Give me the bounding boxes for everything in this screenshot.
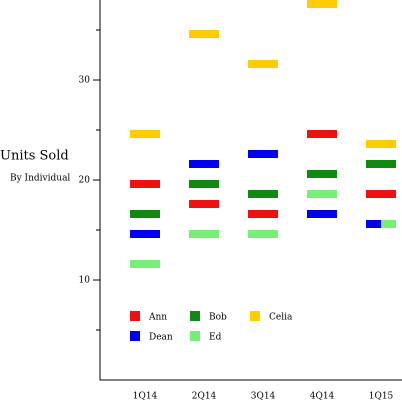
legend-swatch (190, 311, 200, 321)
legend-swatch (250, 311, 260, 321)
y-axis-label: Units Sold (0, 149, 69, 164)
legend-label: Bob (209, 313, 227, 323)
marker (189, 30, 219, 38)
marker (248, 60, 278, 68)
marker (130, 180, 160, 188)
marker (366, 190, 396, 198)
x-tick-label: 4Q14 (310, 392, 335, 402)
marker (189, 200, 219, 208)
marker (248, 150, 278, 158)
y-tick-label: 10 (79, 276, 91, 286)
marker (248, 230, 278, 238)
x-tick-label: 1Q15 (369, 392, 394, 402)
legend-label: Ed (209, 333, 222, 343)
marker (307, 0, 337, 8)
marker (366, 160, 396, 168)
y-tick-label: 30 (79, 76, 91, 86)
legend-label: Dean (149, 333, 173, 343)
marker (248, 210, 278, 218)
x-tick-label: 1Q14 (133, 392, 158, 402)
marker (307, 170, 337, 178)
x-tick-label: 3Q14 (251, 392, 276, 402)
marker (189, 180, 219, 188)
marker (189, 160, 219, 168)
marker (307, 130, 337, 138)
marker (381, 220, 396, 228)
legend-label: Ann (148, 313, 167, 323)
marker (130, 130, 160, 138)
marker (130, 260, 160, 268)
marker (307, 190, 337, 198)
y-tick-label: 20 (79, 176, 91, 186)
legend-swatch (130, 331, 140, 341)
marker (189, 230, 219, 238)
marker (366, 140, 396, 148)
marker (366, 220, 381, 228)
marker (307, 210, 337, 218)
x-tick-label: 2Q14 (192, 392, 217, 402)
legend-swatch (130, 311, 140, 321)
marker (130, 210, 160, 218)
marker (248, 190, 278, 198)
legend-swatch (190, 331, 200, 341)
subtitle: By Individual (10, 174, 70, 184)
legend-label: Celia (269, 313, 293, 323)
marker (130, 230, 160, 238)
